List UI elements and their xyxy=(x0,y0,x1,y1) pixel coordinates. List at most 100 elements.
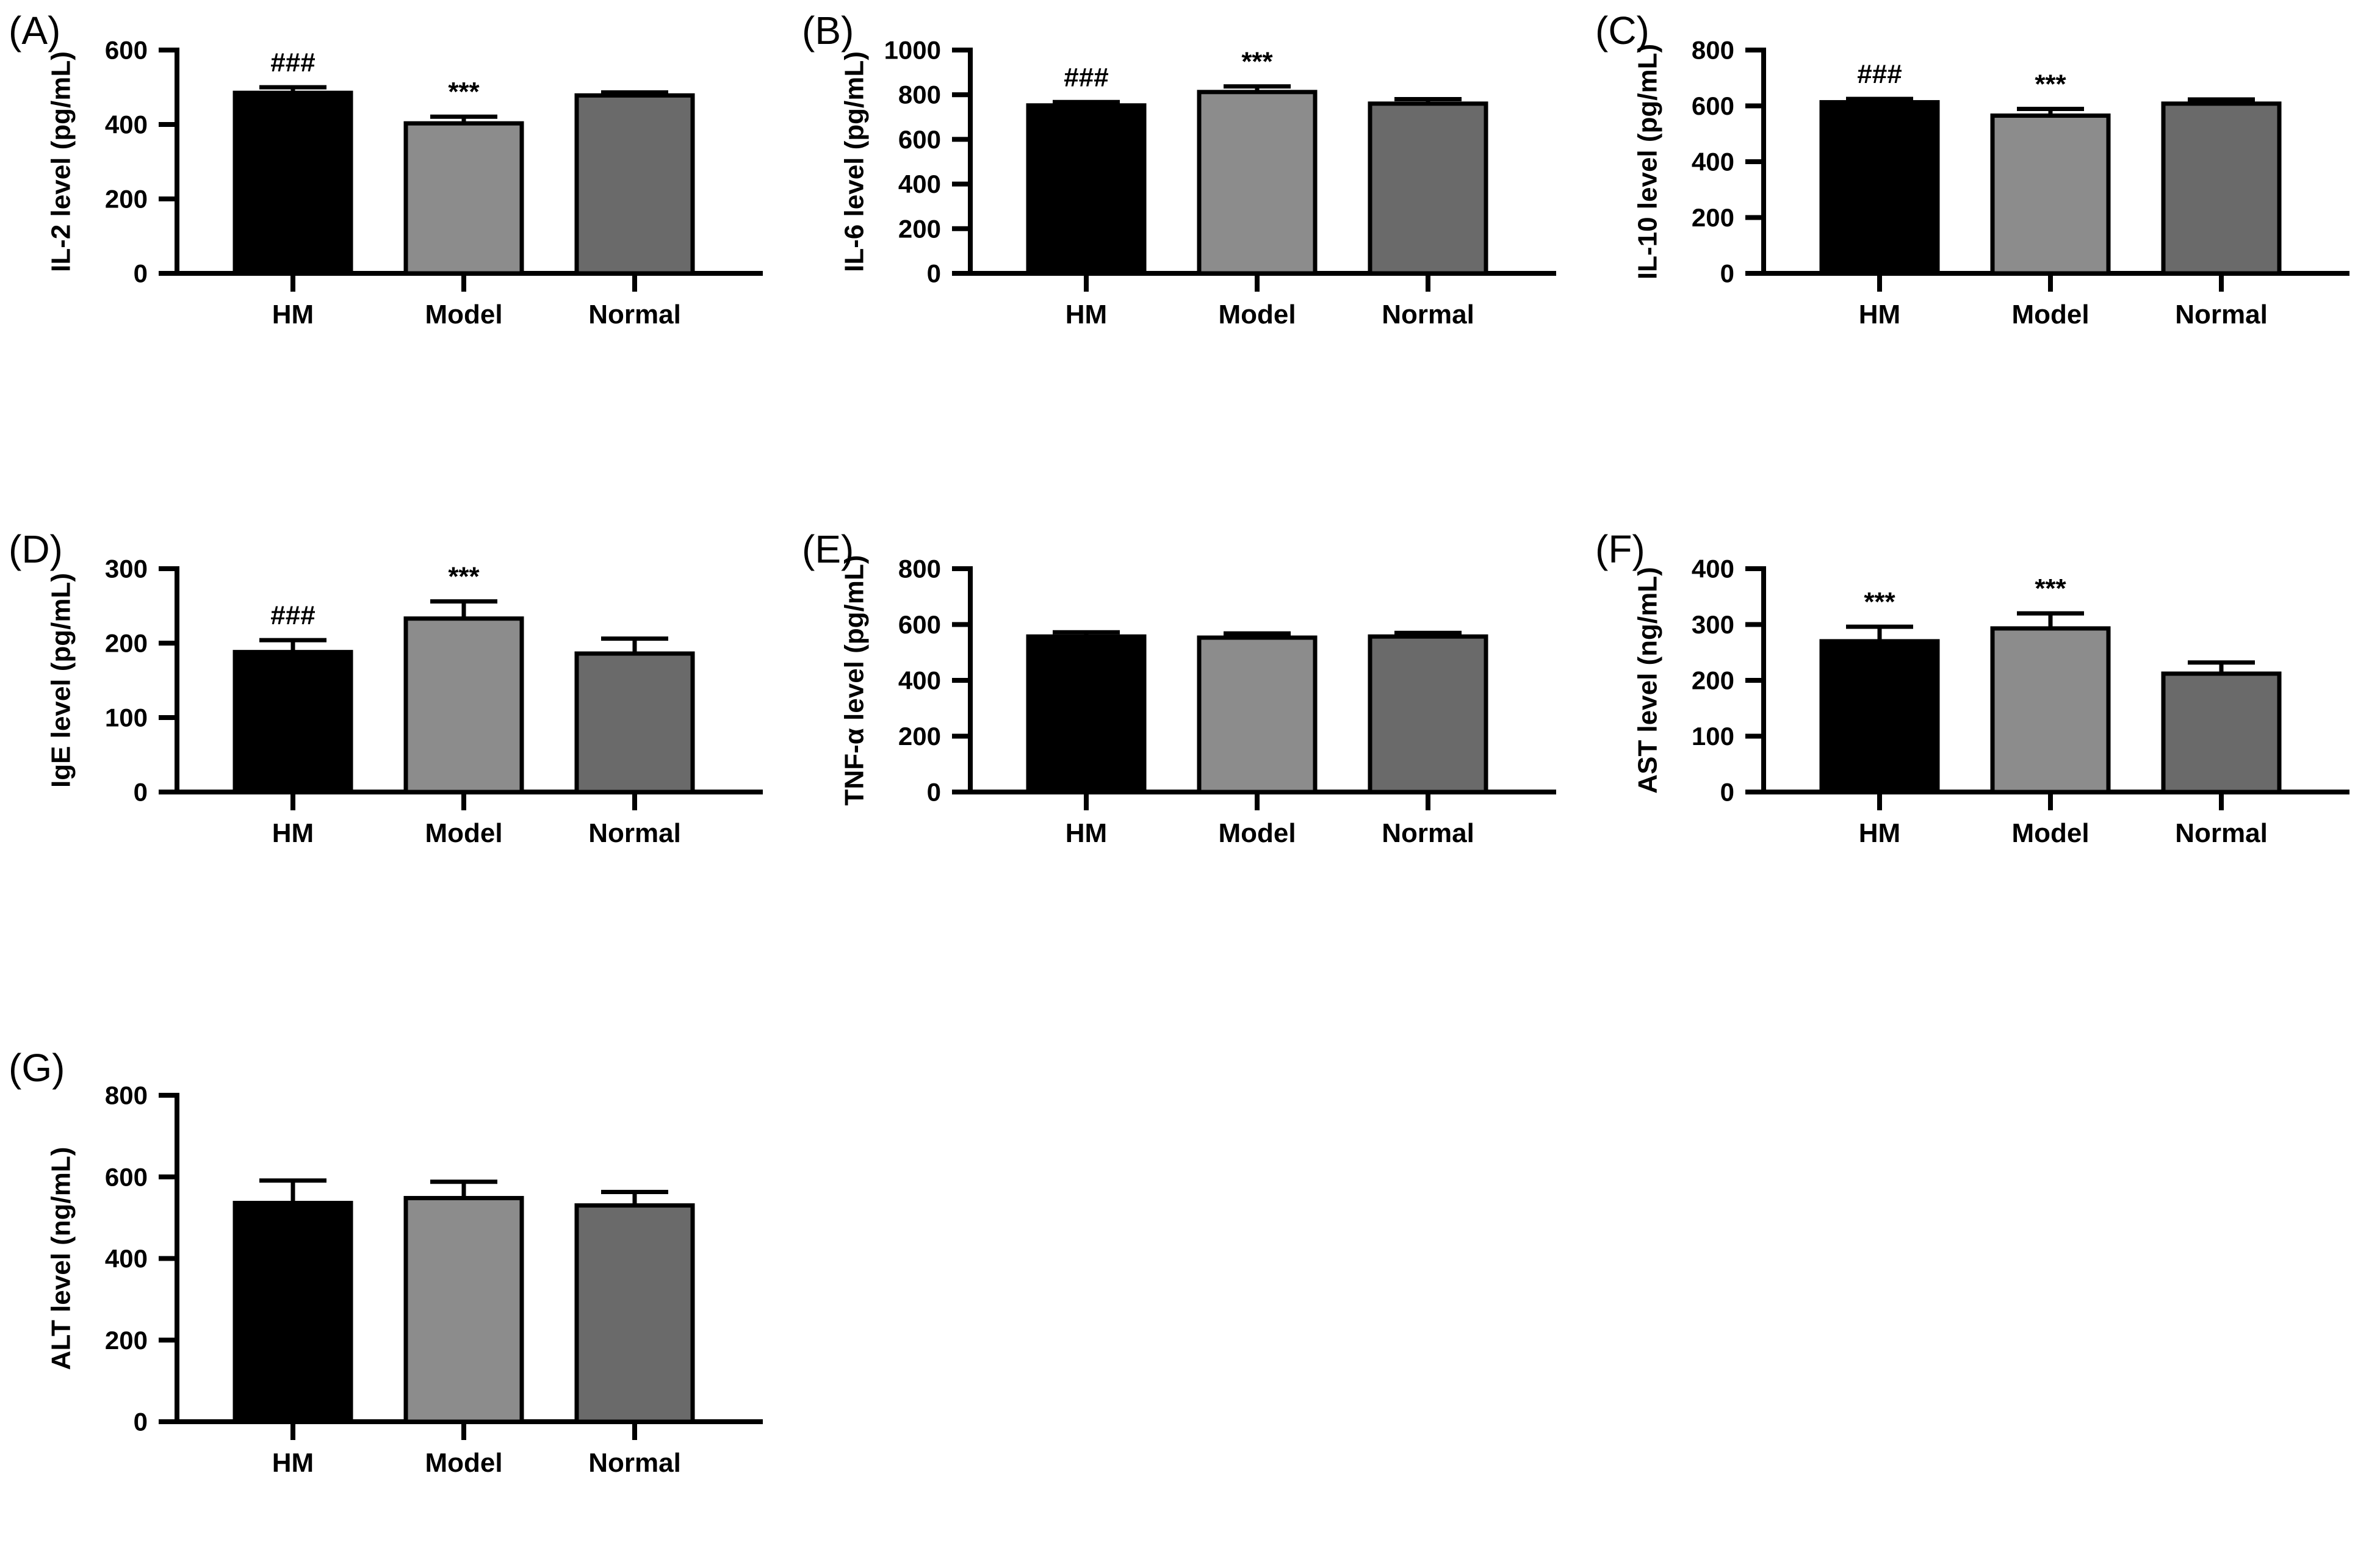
y-tick-label-A-0: 0 xyxy=(134,259,148,288)
y-axis-title-A: IL-2 level (pg/mL) xyxy=(46,51,76,272)
y-tick-label-C-200: 200 xyxy=(1692,203,1734,232)
panel-A: (A) 0 200 400 600 IL-2 level (pg/mL) HM ### Mode… xyxy=(9,9,763,329)
bar-B-HM xyxy=(1026,103,1147,276)
y-tick-label-F-300: 300 xyxy=(1692,610,1734,639)
y-tick-label-G-0: 0 xyxy=(134,1408,148,1436)
significance-F-HM: *** xyxy=(1864,587,1895,617)
bar-F-Model xyxy=(1990,626,2111,794)
significance-F-Model: *** xyxy=(2035,574,2066,603)
y-tick-label-E-400: 400 xyxy=(898,666,941,695)
bar-C-Model xyxy=(1990,113,2111,276)
panel-G: (G) 0 200 400 600 800 ALT level (ng/mL) HM Model… xyxy=(9,1046,763,1478)
y-tick-label-B-400: 400 xyxy=(898,170,941,198)
y-tick-label-A-600: 600 xyxy=(105,36,148,65)
bar-A-HM xyxy=(233,90,353,276)
x-tick-label-D-Normal: Normal xyxy=(588,818,681,848)
panel-D: (D) 0 100 200 300 IgE level (pg/mL) HM ### Model… xyxy=(9,527,763,848)
y-tick-label-C-600: 600 xyxy=(1692,92,1734,120)
y-tick-label-B-1000: 1000 xyxy=(884,36,941,65)
x-tick-label-B-HM: HM xyxy=(1066,300,1107,329)
panel-label-F: (F) xyxy=(1595,527,1645,571)
y-axis-title-C: IL-10 level (pg/mL) xyxy=(1633,44,1663,279)
y-tick-label-F-100: 100 xyxy=(1692,722,1734,751)
panel-label-C: (C) xyxy=(1595,9,1650,52)
y-tick-label-D-0: 0 xyxy=(134,778,148,807)
panel-label-G: (G) xyxy=(9,1046,65,1090)
y-tick-label-G-200: 200 xyxy=(105,1326,148,1355)
panel-label-E: (E) xyxy=(802,527,854,571)
y-tick-label-G-600: 600 xyxy=(105,1162,148,1191)
x-tick-label-B-Normal: Normal xyxy=(1382,300,1474,329)
y-tick-label-G-400: 400 xyxy=(105,1244,148,1273)
bar-E-HM xyxy=(1026,634,1147,794)
y-tick-label-G-800: 800 xyxy=(105,1081,148,1110)
y-axis-title-B: IL-6 level (pg/mL) xyxy=(840,51,870,272)
y-tick-label-A-200: 200 xyxy=(105,185,148,214)
bar-E-Normal xyxy=(1368,634,1488,794)
x-tick-label-C-HM: HM xyxy=(1859,300,1900,329)
y-tick-label-B-600: 600 xyxy=(898,125,941,154)
y-tick-label-D-100: 100 xyxy=(105,704,148,732)
significance-D-HM: ### xyxy=(270,600,315,630)
x-tick-label-F-HM: HM xyxy=(1859,818,1900,848)
x-tick-label-F-Model: Model xyxy=(2011,818,2089,848)
panel-B: (B) 0 200 400 600 800 1000 IL-6 level (pg/mL) HM… xyxy=(802,9,1556,329)
bar-F-HM xyxy=(1819,639,1940,794)
x-tick-label-B-Model: Model xyxy=(1218,300,1296,329)
y-tick-label-F-0: 0 xyxy=(1720,778,1734,807)
y-tick-label-C-800: 800 xyxy=(1692,36,1734,65)
y-tick-label-F-200: 200 xyxy=(1692,666,1734,695)
bar-A-Model xyxy=(403,121,524,276)
x-tick-label-D-Model: Model xyxy=(425,818,502,848)
x-tick-label-A-HM: HM xyxy=(272,300,314,329)
panel-label-A: (A) xyxy=(9,9,60,52)
bar-D-HM xyxy=(233,650,353,794)
panel-F: (F) 0 100 200 300 400 AST level (ng/mL) HM *** Mo… xyxy=(1595,527,2349,848)
significance-A-HM: ### xyxy=(270,48,315,77)
x-tick-label-E-Normal: Normal xyxy=(1382,818,1474,848)
y-axis-title-D: IgE level (pg/mL) xyxy=(46,573,76,788)
y-tick-label-F-400: 400 xyxy=(1692,555,1734,583)
significance-B-HM: ### xyxy=(1064,62,1108,92)
bar-F-Normal xyxy=(2161,671,2282,794)
panel-E: (E) 0 200 400 600 800 TNF-α level (pg/mL) HM Mod… xyxy=(802,527,1556,848)
bar-E-Model xyxy=(1197,635,1318,794)
y-tick-label-E-0: 0 xyxy=(927,778,941,807)
bar-G-Model xyxy=(403,1196,524,1424)
y-tick-label-C-0: 0 xyxy=(1720,259,1734,288)
panel-label-B: (B) xyxy=(802,9,854,52)
significance-C-Model: *** xyxy=(2035,70,2066,99)
y-tick-label-E-600: 600 xyxy=(898,610,941,639)
bar-G-Normal xyxy=(574,1203,695,1424)
panel-C: (C) 0 200 400 600 800 IL-10 level (pg/mL) HM ###… xyxy=(1595,9,2349,329)
y-tick-label-A-400: 400 xyxy=(105,110,148,139)
bar-D-Model xyxy=(403,616,524,794)
x-tick-label-E-HM: HM xyxy=(1066,818,1107,848)
x-tick-label-A-Normal: Normal xyxy=(588,300,681,329)
y-axis-title-E: TNF-α level (pg/mL) xyxy=(840,555,870,806)
x-tick-label-D-HM: HM xyxy=(272,818,314,848)
y-axis-title-F: AST level (ng/mL) xyxy=(1633,567,1663,794)
x-tick-label-G-HM: HM xyxy=(272,1448,314,1478)
bar-A-Normal xyxy=(574,93,695,276)
significance-C-HM: ### xyxy=(1857,59,1902,89)
x-tick-label-C-Normal: Normal xyxy=(2175,300,2268,329)
y-tick-label-B-800: 800 xyxy=(898,81,941,109)
y-axis-title-G: ALT level (ng/mL) xyxy=(46,1147,76,1370)
y-tick-label-D-200: 200 xyxy=(105,629,148,658)
y-tick-label-E-200: 200 xyxy=(898,722,941,751)
x-tick-label-A-Model: Model xyxy=(425,300,502,329)
panel-label-D: (D) xyxy=(9,527,63,571)
x-tick-label-C-Model: Model xyxy=(2011,300,2089,329)
y-tick-label-D-300: 300 xyxy=(105,555,148,583)
y-tick-label-E-800: 800 xyxy=(898,555,941,583)
significance-D-Model: *** xyxy=(448,562,480,592)
bar-G-HM xyxy=(233,1201,353,1424)
bar-B-Model xyxy=(1197,90,1318,276)
bar-B-Normal xyxy=(1368,101,1488,276)
bar-D-Normal xyxy=(574,651,695,794)
bar-C-Normal xyxy=(2161,101,2282,276)
y-tick-label-B-0: 0 xyxy=(927,259,941,288)
x-tick-label-G-Normal: Normal xyxy=(588,1448,681,1478)
